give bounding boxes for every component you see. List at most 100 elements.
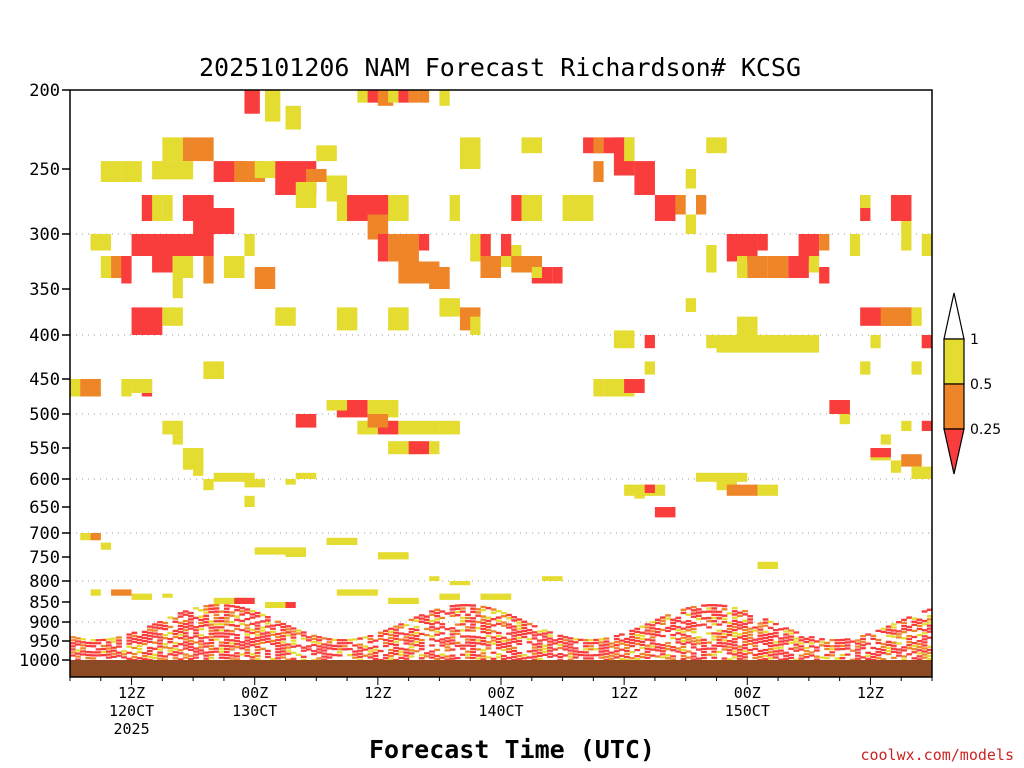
- boundary-cell: [290, 657, 297, 660]
- ri-cell: [542, 576, 563, 581]
- boundary-cell: [306, 639, 312, 642]
- boundary-cell: [239, 644, 246, 647]
- boundary-cell: [649, 627, 656, 630]
- boundary-cell: [742, 656, 748, 659]
- boundary-cell: [501, 645, 507, 649]
- boundary-cell: [813, 658, 820, 661]
- boundary-cell: [223, 653, 230, 657]
- boundary-cell: [249, 613, 256, 616]
- boundary-cell: [752, 653, 759, 657]
- boundary-cell: [803, 656, 810, 659]
- ri-cell: [203, 361, 224, 379]
- boundary-cell: [829, 648, 836, 651]
- boundary-cell: [557, 634, 564, 638]
- boundary-cell: [75, 643, 81, 646]
- boundary-cell: [711, 610, 718, 613]
- ri-cell: [367, 400, 399, 418]
- boundary-cell: [162, 637, 169, 640]
- boundary-cell: [403, 642, 410, 645]
- boundary-cell: [593, 654, 600, 657]
- boundary-cell: [788, 647, 795, 650]
- boundary-cell: [95, 639, 102, 642]
- boundary-cell: [495, 619, 502, 622]
- ri-cell: [593, 161, 604, 182]
- boundary-cell: [783, 636, 789, 639]
- boundary-cell: [737, 645, 743, 648]
- boundary-cell: [783, 639, 789, 642]
- boundary-cell: [649, 636, 656, 639]
- boundary-cell: [85, 641, 92, 645]
- boundary-cell: [690, 609, 697, 612]
- boundary-cell: [613, 656, 620, 659]
- boundary-cell: [860, 634, 866, 638]
- boundary-cell: [126, 633, 133, 636]
- boundary-cell: [403, 648, 410, 651]
- boundary-cell: [654, 646, 661, 649]
- boundary-cell: [798, 645, 805, 648]
- boundary-cell: [234, 618, 240, 621]
- boundary-cell: [275, 620, 281, 623]
- boundary-cell: [731, 656, 738, 659]
- boundary-cell: [762, 630, 769, 633]
- boundary-cell: [362, 636, 369, 639]
- boundary-cell: [372, 645, 379, 648]
- boundary-cell: [757, 637, 764, 640]
- boundary-cell: [182, 647, 189, 650]
- boundary-cell: [280, 622, 287, 626]
- boundary-cell: [234, 646, 240, 649]
- boundary-cell: [295, 644, 302, 647]
- boundary-cell: [680, 657, 687, 661]
- boundary-cell: [880, 648, 887, 652]
- boundary-cell: [890, 623, 897, 626]
- boundary-cell: [234, 652, 240, 655]
- boundary-cell: [752, 647, 759, 650]
- boundary-cell: [203, 651, 210, 654]
- boundary-cell: [480, 655, 487, 658]
- boundary-cell: [916, 633, 923, 637]
- boundary-cell: [921, 619, 928, 623]
- boundary-cell: [855, 651, 861, 654]
- ri-cell: [593, 137, 604, 154]
- boundary-cell: [501, 624, 507, 627]
- boundary-cell: [726, 649, 733, 652]
- boundary-cell: [141, 633, 148, 637]
- boundary-cell: [670, 621, 677, 625]
- ri-cell: [685, 298, 696, 312]
- boundary-cell: [398, 650, 405, 653]
- boundary-cell: [685, 650, 692, 653]
- boundary-cell: [536, 639, 543, 642]
- boundary-cell: [285, 652, 292, 655]
- boundary-cell: [418, 638, 425, 642]
- boundary-cell: [424, 633, 430, 637]
- boundary-cell: [870, 655, 877, 659]
- site-credit[interactable]: coolwx.com/models: [860, 746, 1014, 764]
- boundary-cell: [685, 656, 692, 659]
- boundary-cell: [136, 651, 143, 654]
- boundary-cell: [105, 653, 112, 656]
- boundary-cell: [808, 639, 815, 642]
- boundary-cell: [829, 654, 836, 657]
- boundary-cell: [157, 639, 163, 642]
- ri-cell: [182, 137, 214, 162]
- boundary-cell: [393, 649, 399, 653]
- boundary-cell: [567, 640, 574, 643]
- boundary-cell: [393, 646, 399, 650]
- boundary-cell: [300, 634, 307, 637]
- boundary-cell: [721, 636, 728, 639]
- ri-cell: [264, 90, 281, 122]
- boundary-cell: [572, 650, 579, 653]
- boundary-cell: [429, 613, 435, 616]
- boundary-cell: [726, 658, 733, 661]
- boundary-cell: [675, 638, 682, 641]
- boundary-cell: [239, 653, 246, 656]
- boundary-cell: [783, 642, 789, 645]
- boundary-cell: [439, 626, 446, 629]
- boundary-cell: [665, 614, 671, 617]
- boundary-cell: [798, 639, 805, 642]
- boundary-cell: [839, 638, 846, 642]
- boundary-cell: [855, 648, 861, 651]
- boundary-cell: [429, 650, 435, 653]
- boundary-cell: [649, 633, 656, 636]
- ri-cell: [388, 234, 419, 262]
- boundary-cell: [321, 658, 328, 661]
